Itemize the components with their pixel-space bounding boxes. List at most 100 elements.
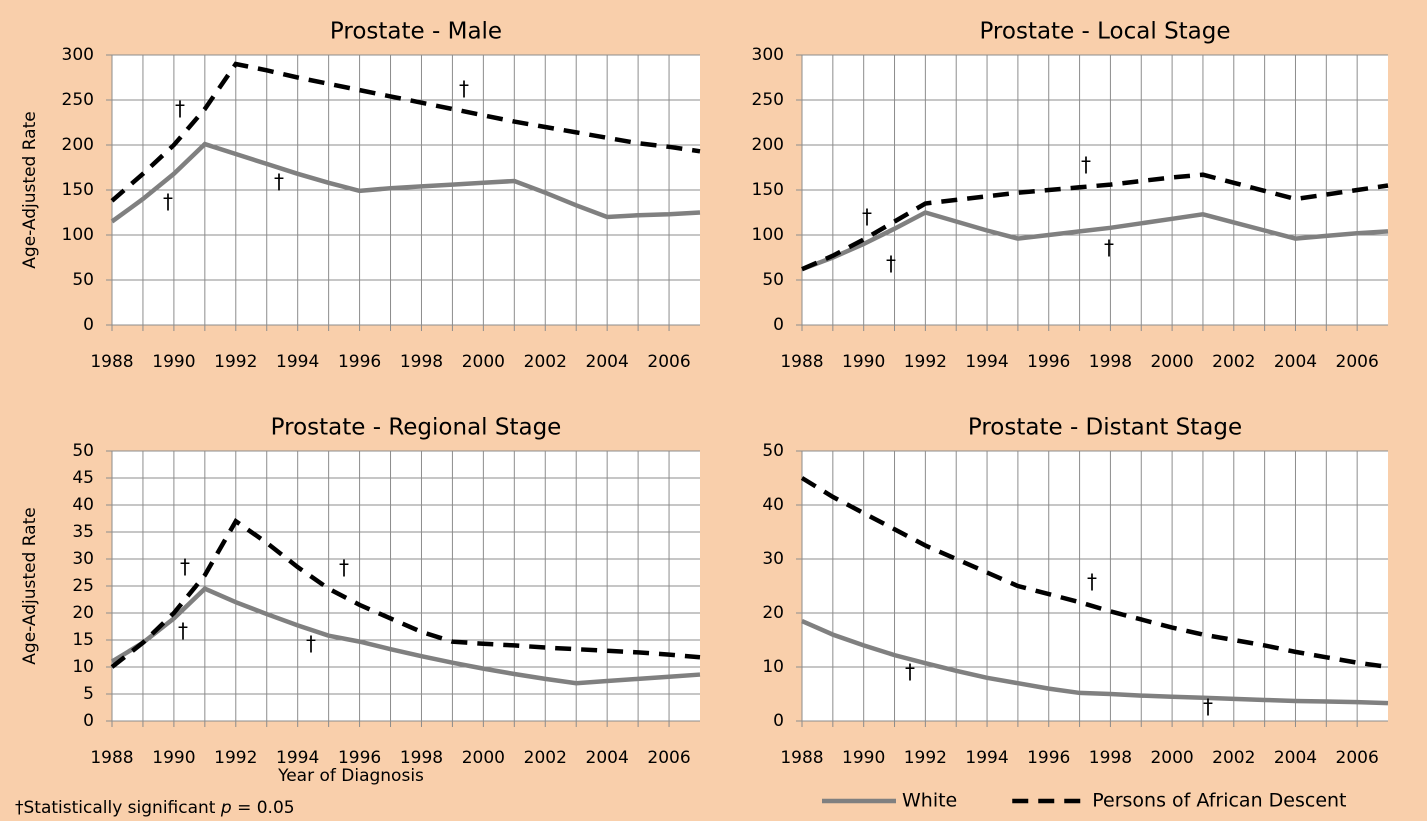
x-tick-label: 1988 <box>780 352 823 372</box>
y-tick-label: 0 <box>83 711 94 731</box>
y-tick-label: 35 <box>72 522 94 542</box>
y-tick-label: 0 <box>83 315 94 335</box>
legend-label: Persons of African Descent <box>1092 790 1346 812</box>
y-tick-label: 50 <box>72 270 94 290</box>
annotation: † <box>175 97 185 121</box>
y-tick-label: 5 <box>83 684 94 704</box>
y-tick-label: 250 <box>752 90 784 110</box>
chart-title: Prostate - Local Stage <box>979 19 1230 45</box>
y-axis-label: Age-Adjusted Rate <box>20 111 40 268</box>
y-tick-label: 300 <box>62 45 94 65</box>
series-line <box>110 61 701 203</box>
x-tick-label: 2000 <box>462 748 505 768</box>
x-tick-label: 2004 <box>586 748 629 768</box>
x-axis-label: Year of Diagnosis <box>277 766 424 786</box>
x-tick-label: 1996 <box>338 352 381 372</box>
x-tick-label: 1994 <box>276 748 319 768</box>
annotation: † <box>163 190 173 214</box>
series-line <box>801 172 1389 272</box>
y-axis-label: Age-Adjusted Rate <box>20 507 40 664</box>
y-tick-label: 250 <box>62 90 94 110</box>
y-tick-label: 150 <box>62 180 94 200</box>
y-tick-label: 10 <box>762 657 784 677</box>
y-tick-label: 40 <box>72 495 94 515</box>
x-tick-label: 2002 <box>1212 352 1255 372</box>
annotation: † <box>1203 695 1213 719</box>
series-line <box>800 476 1389 670</box>
y-tick-label: 300 <box>752 45 784 65</box>
y-tick-label: 0 <box>773 711 784 731</box>
x-tick-label: 1992 <box>904 748 947 768</box>
y-tick-label: 30 <box>72 549 94 569</box>
x-tick-label: 2006 <box>1336 748 1379 768</box>
series-line <box>801 210 1389 272</box>
y-tick-label: 50 <box>762 270 784 290</box>
annotation: † <box>905 660 915 684</box>
x-tick-label: 1988 <box>90 352 133 372</box>
x-tick-label: 2004 <box>1274 352 1317 372</box>
y-tick-label: 50 <box>72 441 94 461</box>
x-tick-label: 1992 <box>214 748 257 768</box>
annotation: † <box>180 555 190 579</box>
footnote-symbol: p <box>220 798 232 818</box>
series-line <box>110 141 701 224</box>
y-tick-label: 15 <box>72 630 94 650</box>
x-tick-label: 2006 <box>1336 352 1379 372</box>
series-line <box>110 517 701 669</box>
x-tick-label: 1990 <box>842 352 885 372</box>
x-tick-label: 2004 <box>586 352 629 372</box>
x-tick-label: 1990 <box>842 748 885 768</box>
annotation: † <box>306 632 316 656</box>
annotation: † <box>339 556 349 580</box>
x-tick-label: 1996 <box>1027 352 1070 372</box>
annotation: † <box>178 619 188 643</box>
x-tick-label: 1992 <box>904 352 947 372</box>
x-tick-label: 1996 <box>1027 748 1070 768</box>
x-tick-label: 2000 <box>462 352 505 372</box>
y-tick-label: 50 <box>762 441 784 461</box>
x-tick-label: 2000 <box>1150 352 1193 372</box>
y-tick-label: 45 <box>72 468 94 488</box>
x-tick-label: 2006 <box>647 352 690 372</box>
x-tick-label: 1994 <box>276 352 319 372</box>
y-tick-label: 150 <box>752 180 784 200</box>
y-tick-label: 200 <box>62 135 94 155</box>
y-tick-label: 30 <box>762 549 784 569</box>
footnote-text: = 0.05 <box>232 798 295 818</box>
chart-title: Prostate - Male <box>330 19 502 45</box>
x-tick-label: 1998 <box>400 748 443 768</box>
footnote: †Statistically significant p = 0.05 <box>15 798 295 818</box>
x-tick-label: 2006 <box>647 748 690 768</box>
x-tick-label: 1996 <box>338 748 381 768</box>
x-tick-label: 1994 <box>965 748 1008 768</box>
y-tick-label: 20 <box>762 603 784 623</box>
annotation: † <box>1087 570 1097 594</box>
y-tick-label: 200 <box>752 135 784 155</box>
y-tick-label: 25 <box>72 576 94 596</box>
y-tick-label: 20 <box>72 603 94 623</box>
x-tick-label: 1990 <box>152 748 195 768</box>
plot-area <box>802 451 1388 721</box>
x-tick-label: 1992 <box>214 352 257 372</box>
x-tick-label: 1998 <box>1089 352 1132 372</box>
annotation: † <box>459 77 469 101</box>
annotation: † <box>1081 153 1091 177</box>
annotation: † <box>274 170 284 194</box>
x-tick-label: 1988 <box>90 748 133 768</box>
annotation: † <box>862 205 872 229</box>
x-tick-label: 2002 <box>524 352 567 372</box>
chart-title: Prostate - Distant Stage <box>968 415 1242 441</box>
series-line <box>110 586 701 686</box>
annotation: † <box>886 252 896 276</box>
footnote-text: †Statistically significant <box>15 798 221 818</box>
x-tick-label: 1998 <box>1089 748 1132 768</box>
x-tick-label: 1994 <box>965 352 1008 372</box>
y-tick-label: 10 <box>72 657 94 677</box>
x-tick-label: 2002 <box>524 748 567 768</box>
y-tick-label: 100 <box>62 225 94 245</box>
series-line <box>801 619 1389 706</box>
x-tick-label: 2004 <box>1274 748 1317 768</box>
legend-label: White <box>902 790 957 812</box>
y-tick-label: 40 <box>762 495 784 515</box>
